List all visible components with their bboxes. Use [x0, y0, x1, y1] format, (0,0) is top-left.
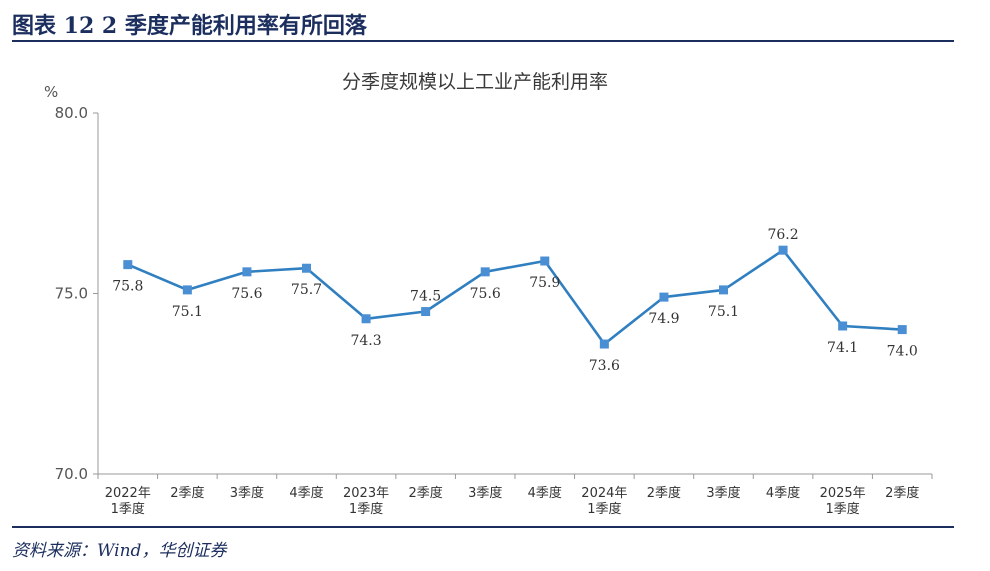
data-label: 75.1: [708, 304, 739, 320]
data-label: 74.3: [350, 333, 381, 349]
data-label: 75.6: [470, 286, 501, 302]
data-label: 74.0: [887, 344, 918, 360]
data-label: 75.6: [231, 286, 262, 302]
data-label: 74.5: [410, 289, 441, 305]
x-tick-label: 4季度: [766, 485, 800, 501]
data-label: 75.7: [291, 282, 322, 298]
data-point-marker: [480, 267, 490, 277]
series-line-group: [127, 248, 903, 346]
y-tick-label: 70.0: [55, 465, 88, 483]
header-rule: [12, 40, 954, 42]
axes: 80.0 75.0 70.0: [55, 104, 933, 483]
y-tick-label: 80.0: [55, 104, 88, 122]
data-label: 75.9: [529, 275, 560, 291]
markers-group: [123, 245, 907, 349]
x-tick-label: 2023年 1季度: [343, 486, 389, 517]
x-tick-label: 2季度: [170, 485, 204, 501]
data-point-marker: [361, 314, 371, 324]
x-tick-label: 3季度: [230, 485, 264, 501]
footer-rule: [12, 526, 954, 528]
data-point-marker: [659, 292, 669, 302]
x-tick-label: 4季度: [528, 485, 562, 501]
data-point-marker: [897, 325, 907, 335]
data-labels-group: 75.8 75.1 75.6 75.7 74.3 74.5 75.6 75.9 73.6 74.9…: [112, 227, 918, 374]
chart-title: 分季度规模以上工业产能利用率: [342, 71, 608, 93]
data-label: 76.2: [767, 227, 798, 243]
x-tick-labels-group: 2022年 1季度 2季度 3季度 4季度 2023年 1季度 2季度 3季度 4季度 2024年 1…: [105, 485, 920, 517]
x-tick-label: 2季度: [647, 485, 681, 501]
y-tick-label: 75.0: [55, 285, 88, 303]
data-label: 75.1: [172, 304, 203, 320]
data-point-marker: [719, 285, 728, 295]
data-point-marker: [302, 263, 311, 273]
series-line: [127, 248, 903, 346]
data-label: 75.8: [112, 279, 143, 295]
data-point-marker: [778, 245, 788, 255]
data-point-marker: [123, 260, 133, 270]
x-tick-label: 4季度: [289, 485, 323, 501]
data-label: 74.1: [827, 340, 858, 356]
data-point-marker: [182, 285, 192, 295]
x-tick-label: 2季度: [409, 485, 443, 501]
x-tick-label: 3季度: [706, 485, 740, 501]
data-point-marker: [540, 256, 550, 266]
x-tick-label: 2024年 1季度: [581, 486, 627, 517]
x-tick-label: 2025年 1季度: [820, 486, 866, 517]
data-label: 73.6: [589, 358, 620, 374]
y-axis-unit: %: [44, 83, 58, 101]
data-point-marker: [242, 267, 252, 277]
data-point-marker: [421, 307, 431, 317]
data-label: 74.9: [648, 311, 679, 327]
source-note: 资料来源：Wind，华创证券: [12, 541, 227, 561]
figure-title: 图表 12 2 季度产能利用率有所回落: [12, 13, 367, 39]
x-tick-label: 2022年 1季度: [105, 486, 151, 517]
data-point-marker: [838, 321, 848, 331]
data-point-marker: [599, 339, 609, 349]
x-tick-label: 2季度: [885, 485, 919, 501]
figure-header: 图表 12 2 季度产能利用率有所回落: [12, 6, 954, 40]
x-tick-label: 3季度: [468, 485, 502, 501]
